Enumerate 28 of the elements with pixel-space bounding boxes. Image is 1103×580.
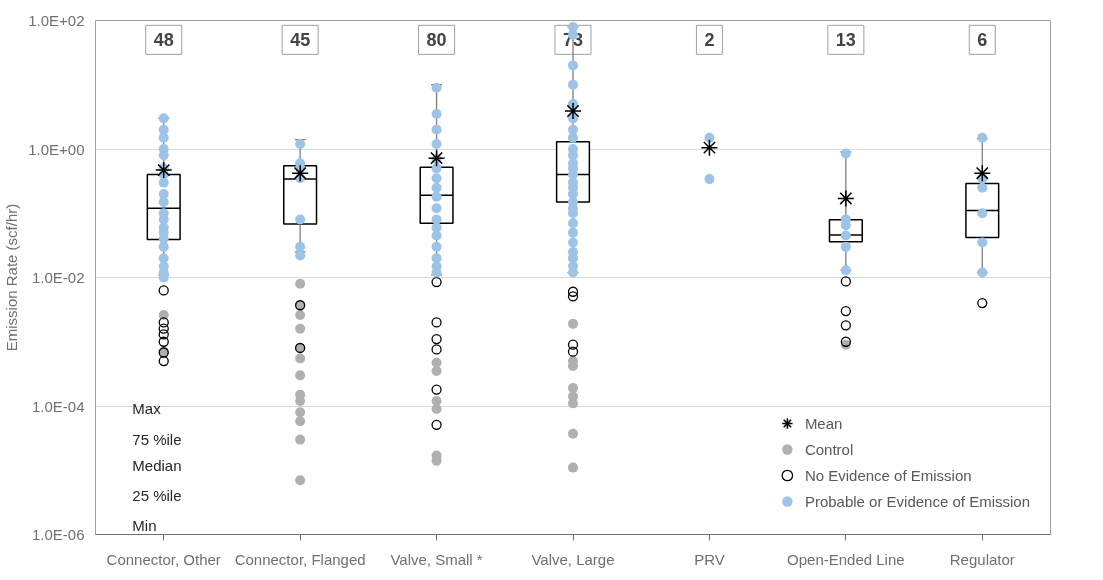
x-tick-label: Valve, Large xyxy=(531,550,615,568)
y-tick-label: 1.0E+00 xyxy=(28,140,85,158)
y-tick-label: 1.0E-02 xyxy=(31,269,85,286)
x-tick-label: Open-Ended Line xyxy=(787,550,905,568)
x-tick-label: PRV xyxy=(694,550,725,568)
legend-label: Control xyxy=(804,439,854,460)
y-tick-label: 1.0E-06 xyxy=(31,526,85,543)
y-tick-label: 1.0E-04 xyxy=(31,397,85,415)
x-tick-label: Connector, Other xyxy=(106,550,221,568)
annotation: Median xyxy=(132,456,182,474)
x-tick-label: Valve, Small * xyxy=(390,550,483,568)
annotation: 25 %ile xyxy=(132,487,182,505)
annotation: 48 xyxy=(153,30,174,51)
annotation: 80 xyxy=(426,30,447,51)
annotation: 13 xyxy=(835,30,856,51)
annotation: 2 xyxy=(704,30,715,51)
x-tick-label: Connector, Flanged xyxy=(234,550,366,568)
legend-label: No Evidence of Emission xyxy=(804,465,972,486)
annotation: 75 %ile xyxy=(132,431,182,449)
annotation: 45 xyxy=(290,30,311,51)
x-tick-label: Regulator xyxy=(949,550,1015,568)
legend-label: Probable or Evidence of Emission xyxy=(804,491,1030,512)
y-axis-title: Emission Rate (scf/hr) xyxy=(3,203,21,352)
annotation: 6 xyxy=(977,30,988,51)
legend-label: Mean xyxy=(804,413,843,434)
y-tick-label: 1.0E+02 xyxy=(28,12,85,29)
annotation: Max xyxy=(132,400,162,418)
annotation: Min xyxy=(132,516,157,534)
